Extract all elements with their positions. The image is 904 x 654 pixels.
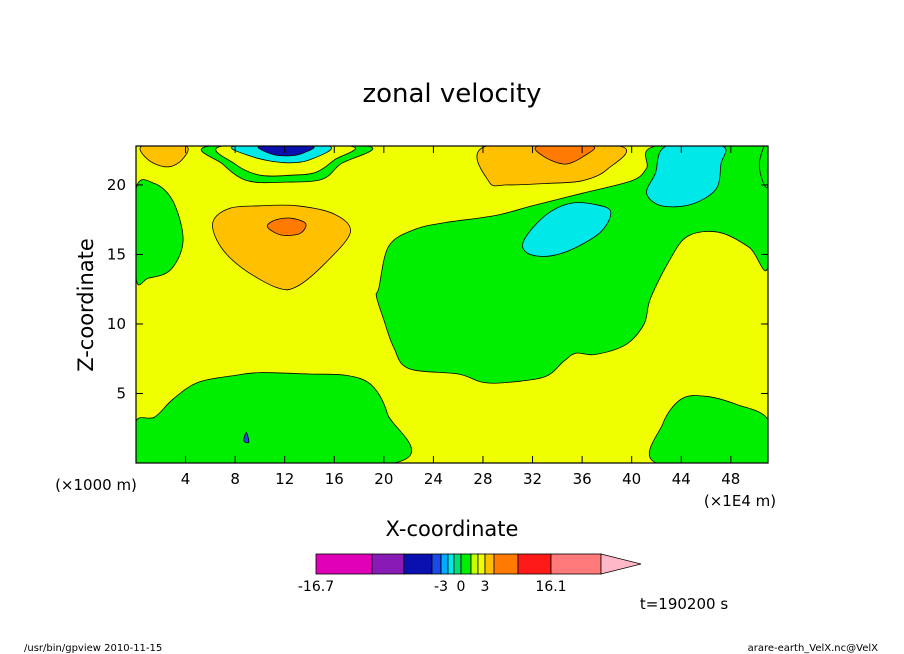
contour-region-14 [646, 146, 727, 208]
contour-region-10 [534, 146, 596, 165]
contour-region-16 [243, 431, 250, 444]
y-tick-label: 10 [107, 315, 126, 333]
colorbar-labels: -16.7 -3 0 3 16.1 [298, 579, 567, 595]
colorbar-segment [460, 553, 472, 575]
colorbar-segment [470, 553, 479, 575]
colorbar-segment [517, 553, 552, 575]
contour-region-3 [649, 395, 768, 463]
x-tick-label: 4 [181, 470, 191, 488]
colorbar-tick-label: -16.7 [298, 579, 334, 595]
chart-title: zonal velocity [362, 79, 541, 109]
colorbar-segment [484, 553, 495, 575]
x-axis-ticks: 4 8 12 16 20 24 28 32 36 40 44 48 [181, 146, 740, 488]
plot-frame [135, 145, 769, 464]
contour-region-0 [136, 179, 184, 286]
colorbar-tick-label: 0 [457, 579, 466, 595]
x-tick-label: 20 [374, 470, 393, 488]
colorbar-tick-label: -3 [434, 579, 448, 595]
colorbar-tick-label: 16.1 [535, 579, 566, 595]
contour-region-9 [476, 146, 628, 187]
x-tick-label: 24 [424, 470, 443, 488]
colorbar-segment [447, 553, 455, 575]
y-tick-label: 15 [107, 245, 126, 263]
colorbar: -16.7 -3 0 3 16.1 [298, 553, 642, 595]
x-tick-label: 28 [473, 470, 492, 488]
footer-right: arare-earth_VelX.nc@VelX [748, 643, 879, 654]
x-tick-label: 44 [672, 470, 691, 488]
colorbar-tick-label: 3 [481, 579, 490, 595]
contour-region-7 [257, 146, 315, 157]
colorbar-segment [550, 553, 602, 575]
y-axis-ticks: 5 10 15 20 [107, 176, 768, 402]
colorbar-segment [315, 553, 373, 575]
contour-region-15 [758, 146, 768, 189]
contour-region-8 [139, 146, 189, 168]
x-tick-label: 40 [622, 470, 641, 488]
x-tick-label: 12 [275, 470, 294, 488]
y-axis-title: Z-coordinate [74, 238, 98, 372]
y-tick-label: 5 [116, 384, 126, 402]
colorbar-max-arrow [600, 553, 642, 575]
colorbar-segment [403, 553, 433, 575]
y-tick-label: 20 [107, 176, 126, 194]
x-tick-label: 32 [523, 470, 542, 488]
x-axis-title: X-coordinate [386, 517, 519, 541]
colorbar-segment [431, 553, 442, 575]
colorbar-segment [477, 553, 486, 575]
contour-regions [136, 146, 768, 463]
colorbar-segment [371, 553, 405, 575]
footer-left: /usr/bin/gpview 2010-11-15 [24, 643, 162, 654]
colorbar-segment [440, 553, 449, 575]
x-tick-label: 48 [721, 470, 740, 488]
x-tick-label: 16 [325, 470, 344, 488]
contour-region-13 [522, 202, 612, 257]
contour-region-11 [212, 204, 351, 291]
x-tick-label: 36 [573, 470, 592, 488]
contour-region-1 [136, 372, 412, 463]
x-tick-label: 8 [230, 470, 240, 488]
colorbar-segments [315, 553, 642, 575]
contour-region-12 [266, 217, 307, 236]
time-label: t=190200 s [640, 595, 728, 613]
x-scale-label: (×1000 m) [55, 476, 137, 494]
x-unit-label: (×1E4 m) [704, 492, 776, 510]
colorbar-segment [493, 553, 519, 575]
colorbar-segment [453, 553, 462, 575]
